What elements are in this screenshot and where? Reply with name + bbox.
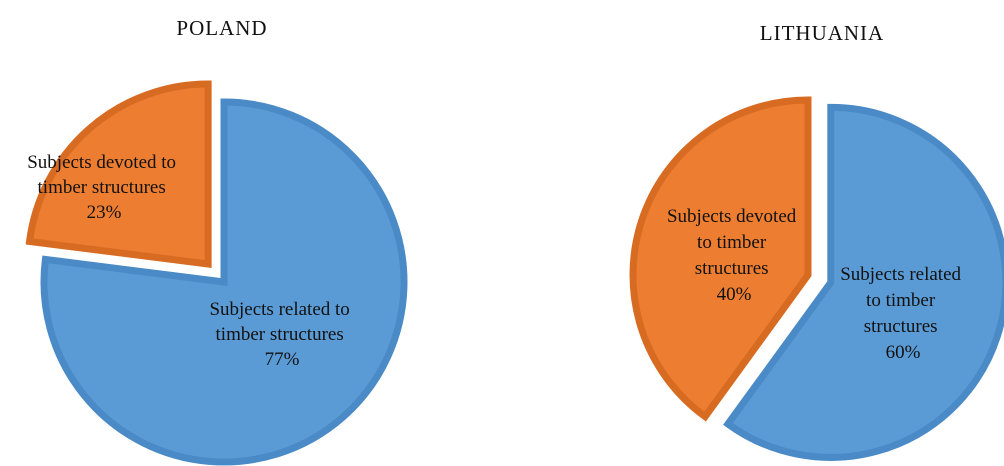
slice-label-line: Subjects related to <box>209 299 349 320</box>
chart-lithuania: LITHUANIA Subjects devoted to timber str… <box>629 21 1004 461</box>
slice-label-line: Subjects related <box>840 264 961 285</box>
slice-label-line: Subjects devoted to <box>27 152 176 173</box>
pie-slice-poland-related <box>40 98 408 466</box>
pie-slice-lithuania-related <box>723 103 1004 461</box>
pie-slice-lithuania-devoted <box>629 96 812 422</box>
slice-label-line: Subjects devoted <box>667 206 797 227</box>
slice-label-line: to timber <box>866 290 936 311</box>
slice-label-lithuania-related: Subjects related to timber structures 60… <box>840 264 966 363</box>
slice-label-poland-related: Subjects related to timber structures 77… <box>209 299 354 370</box>
pie-slice-poland-devoted <box>25 80 212 268</box>
slice-label-line: structures <box>695 258 769 279</box>
slice-label-value: 77% <box>265 349 300 370</box>
slice-label-value: 60% <box>886 342 921 363</box>
chart-poland: POLAND Subjects devoted to timber struct… <box>25 16 408 466</box>
slice-label-poland-devoted: Subjects devoted to timber structures 23… <box>27 152 181 223</box>
slice-label-line: timber structures <box>216 324 344 345</box>
slice-label-line: to timber <box>697 232 767 253</box>
slice-label-line: structures <box>864 316 938 337</box>
slice-label-line: timber structures <box>38 177 166 198</box>
slice-label-lithuania-devoted: Subjects devoted to timber structures 40… <box>667 206 801 305</box>
chart-title-poland: POLAND <box>176 16 267 40</box>
slice-label-value: 23% <box>87 202 122 223</box>
slice-label-value: 40% <box>717 284 752 305</box>
chart-title-lithuania: LITHUANIA <box>760 21 884 45</box>
